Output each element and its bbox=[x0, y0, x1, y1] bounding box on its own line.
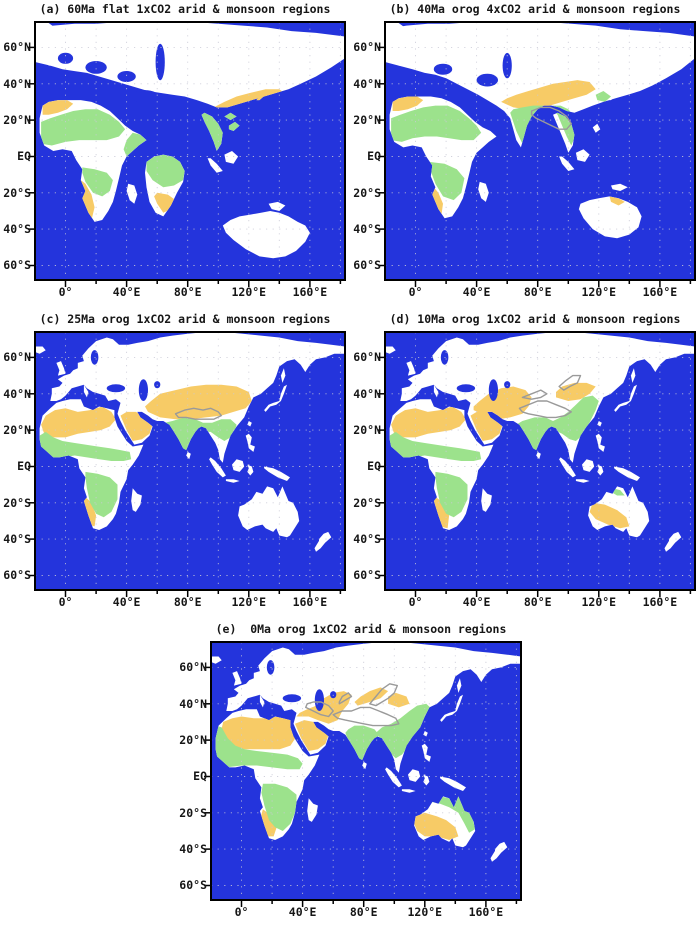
panel-d-map-canvas bbox=[378, 331, 696, 597]
lon-tick-label: 160°E bbox=[468, 905, 504, 919]
lon-tick-label: 120°E bbox=[407, 905, 443, 919]
panel-c-map-canvas bbox=[28, 331, 346, 597]
panel-a-map: 60°N 40°N 20°N EQ 20°S 40°S 60°S 0° 40°E 80°E 120°… bbox=[3, 21, 346, 299]
lat-tick-label: 20°N bbox=[3, 113, 31, 128]
lon-tick-label: 160°E bbox=[642, 595, 678, 609]
lat-tick-label: 60°N bbox=[179, 660, 207, 675]
panel-a-title: (a) 60Ma flat 1xCO2 arid & monsoon regio… bbox=[39, 2, 331, 16]
panel-b-title: (b) 40Ma orog 4xCO2 arid & monsoon regio… bbox=[389, 2, 681, 16]
lat-tick-label: 20°S bbox=[3, 185, 31, 200]
panel-c-title: (c) 25Ma orog 1xCO2 arid & monsoon regio… bbox=[39, 312, 331, 326]
lon-tick-label: 40°E bbox=[112, 595, 141, 609]
lon-tick-label: 40°E bbox=[462, 285, 491, 299]
lat-tick-label: 40°S bbox=[3, 222, 31, 237]
lat-tick-label: 40°S bbox=[179, 842, 207, 857]
panel-b-map: 60°N 40°N 20°N EQ 20°S 40°S 60°S 0° 40°E 80°E 120°… bbox=[353, 21, 696, 299]
lat-tick-label: 40°N bbox=[3, 76, 31, 91]
lon-tick-label: 160°E bbox=[292, 595, 328, 609]
lon-tick-label: 160°E bbox=[292, 285, 328, 299]
panel-a: (a) 60Ma flat 1xCO2 arid & monsoon regio… bbox=[0, 0, 350, 310]
lat-tick-label: EQ bbox=[17, 149, 31, 164]
lat-tick-label: 20°S bbox=[179, 805, 207, 820]
lon-tick-label: 120°E bbox=[231, 285, 267, 299]
lon-tick-label: 40°E bbox=[288, 905, 317, 919]
panel-e-map-canvas bbox=[204, 641, 522, 907]
lat-tick-label: 60°S bbox=[3, 568, 31, 583]
panel-d: (d) 10Ma orog 1xCO2 arid & monsoon regio… bbox=[350, 310, 700, 620]
panel-b: (b) 40Ma orog 4xCO2 arid & monsoon regio… bbox=[350, 0, 700, 310]
lat-tick-label: EQ bbox=[17, 459, 31, 474]
lon-tick-label: 0° bbox=[58, 595, 73, 609]
panel-e-map: 60°N 40°N 20°N EQ 20°S 40°S 60°S 0° 40°E 80°E 120°… bbox=[179, 641, 522, 919]
lon-tick-label: 0° bbox=[408, 595, 423, 609]
panel-d-title: (d) 10Ma orog 1xCO2 arid & monsoon regio… bbox=[389, 312, 681, 326]
lat-tick-label: 40°S bbox=[3, 532, 31, 547]
panel-c: (c) 25Ma orog 1xCO2 arid & monsoon regio… bbox=[0, 310, 350, 620]
panel-b-map-canvas bbox=[378, 21, 696, 287]
panel-e: (e) 0Ma orog 1xCO2 arid & monsoon region… bbox=[176, 620, 526, 930]
lon-tick-label: 160°E bbox=[642, 285, 678, 299]
lat-tick-label: 20°S bbox=[3, 495, 31, 510]
lat-tick-label: 60°S bbox=[179, 878, 207, 893]
lon-tick-label: 80°E bbox=[523, 285, 552, 299]
lat-tick-label: 20°N bbox=[179, 733, 207, 748]
panel-a-map-canvas bbox=[28, 21, 346, 287]
lon-tick-label: 80°E bbox=[349, 905, 378, 919]
lon-tick-label: 40°E bbox=[462, 595, 491, 609]
lat-tick-label: 60°N bbox=[3, 350, 31, 365]
panel-d-map: 60°N 40°N 20°N EQ 20°S 40°S 60°S 0° 40°E 80°E 120°… bbox=[353, 331, 696, 609]
lon-tick-label: 120°E bbox=[231, 595, 267, 609]
lat-tick-label: 40°N bbox=[3, 386, 31, 401]
lat-tick-label: 20°N bbox=[3, 423, 31, 438]
lon-tick-label: 80°E bbox=[173, 595, 202, 609]
lat-tick-label: 60°N bbox=[3, 40, 31, 55]
lon-tick-label: 120°E bbox=[581, 595, 617, 609]
panel-c-map: 60°N 40°N 20°N EQ 20°S 40°S 60°S 0° 40°E 80°E 120°… bbox=[3, 331, 346, 609]
panel-e-title: (e) 0Ma orog 1xCO2 arid & monsoon region… bbox=[215, 622, 507, 636]
lat-tick-label: 60°S bbox=[3, 258, 31, 273]
lat-tick-label: 40°N bbox=[179, 696, 207, 711]
lon-tick-label: 0° bbox=[58, 285, 73, 299]
lon-tick-label: 80°E bbox=[523, 595, 552, 609]
lon-tick-label: 0° bbox=[408, 285, 423, 299]
lon-tick-label: 0° bbox=[234, 905, 249, 919]
lon-tick-label: 120°E bbox=[581, 285, 617, 299]
lon-tick-label: 80°E bbox=[173, 285, 202, 299]
lat-tick-label: EQ bbox=[193, 769, 207, 784]
lon-tick-label: 40°E bbox=[112, 285, 141, 299]
